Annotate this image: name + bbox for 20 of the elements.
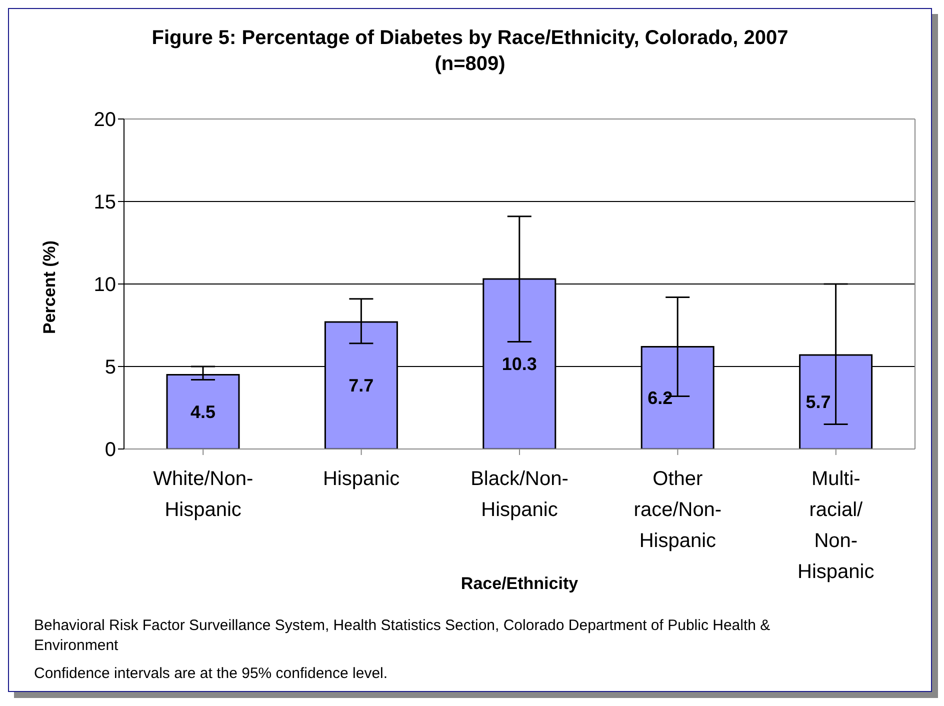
x-tick-label: Black/Non-Hispanic — [470, 468, 568, 521]
data-label: 10.3 — [502, 354, 537, 374]
data-label: 5.7 — [806, 392, 831, 412]
y-axis-title: Percent (%) — [40, 240, 60, 334]
chart-title: Figure 5: Percentage of Diabetes by Race/Ethnicity, Colorado, 2007 (n=809) — [150, 26, 790, 77]
y-tick-label: 0 — [104, 439, 116, 462]
text: Confidence intervals are at the 95% confidence level. — [34, 664, 389, 684]
text: Behavioral Risk Factor Surveillance System, Health Statistics Section, Colorado Department of Public Health & Environment — [34, 616, 772, 656]
x-axis-title: Race/Ethnicity — [460, 574, 579, 593]
data-label: 6.2 — [648, 388, 673, 408]
data-label: 4.5 — [190, 402, 216, 422]
x-tick-label: Other race/Non-Hispanic — [634, 468, 722, 552]
x-tick-label: Hispanic — [322, 468, 400, 490]
data-label: 7.7 — [348, 375, 374, 396]
y-tick-label: 5 — [104, 356, 116, 379]
x-tick-label: Multi-racial/Non-Hispanic — [798, 468, 874, 583]
y-tick-label: 15 — [94, 192, 116, 214]
x-tick-label: White/Non-Hispanic — [153, 468, 254, 521]
y-tick-label: 20 — [94, 109, 116, 132]
y-tick-label: 10 — [94, 274, 116, 296]
